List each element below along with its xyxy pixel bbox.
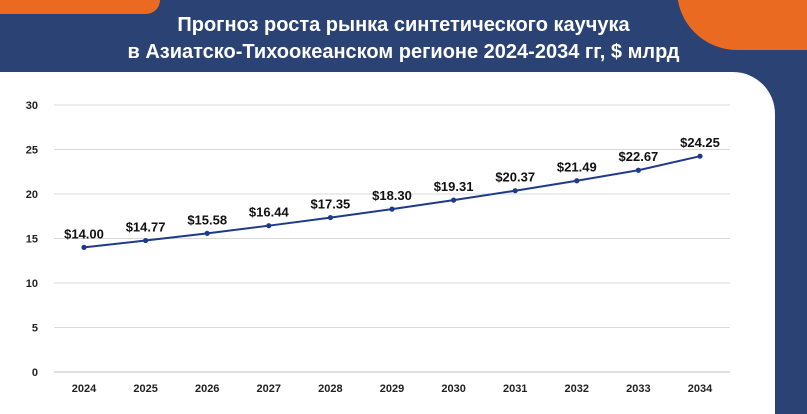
x-tick-label: 2027 bbox=[257, 383, 281, 395]
data-label: $16.44 bbox=[249, 205, 290, 220]
data-label: $24.25 bbox=[680, 135, 720, 150]
y-tick-label: 20 bbox=[26, 189, 38, 201]
data-label: $22.67 bbox=[619, 149, 659, 164]
y-tick-label: 30 bbox=[26, 100, 38, 112]
data-point bbox=[266, 223, 272, 229]
data-label: $18.30 bbox=[372, 188, 412, 203]
chart-title-line-2: в Азиатско-Тихоокеанском регионе 2024-20… bbox=[127, 41, 680, 63]
data-label: $14.77 bbox=[126, 220, 166, 235]
data-point bbox=[327, 214, 333, 221]
data-label: $14.00 bbox=[64, 226, 104, 241]
x-axis-ticks: 2024 2025 2026 2027 2028 2029 2030 2031 2032 2033… bbox=[72, 383, 713, 395]
y-tick-label: 5 bbox=[32, 323, 38, 335]
chart-title: Прогноз роста рынка синтетического каучу… bbox=[0, 12, 807, 66]
y-tick-label: 0 bbox=[32, 367, 38, 379]
x-tick-label: 2033 bbox=[626, 383, 650, 395]
data-label: $15.58 bbox=[187, 212, 227, 227]
data-point bbox=[697, 153, 703, 159]
y-tick-label: 10 bbox=[26, 278, 38, 290]
x-tick-label: 2031 bbox=[503, 383, 527, 395]
x-tick-label: 2030 bbox=[441, 383, 465, 395]
x-tick-label: 2025 bbox=[133, 383, 157, 395]
data-point bbox=[81, 244, 87, 250]
chart-title-line-1: Прогноз роста рынка синтетического каучу… bbox=[177, 14, 630, 36]
data-labels: $14.00 $14.77 $15.58 $16.44 $17.35 $18.30 $19.… bbox=[64, 135, 720, 241]
x-tick-label: 2032 bbox=[565, 383, 589, 395]
data-label: $21.49 bbox=[557, 160, 597, 175]
y-tick-label: 15 bbox=[26, 234, 38, 246]
data-point bbox=[143, 237, 149, 244]
data-point bbox=[451, 197, 457, 203]
x-tick-label: 2029 bbox=[380, 383, 404, 395]
data-point bbox=[512, 188, 518, 194]
y-tick-label: 25 bbox=[26, 145, 38, 157]
data-points bbox=[81, 153, 703, 250]
y-axis-ticks: 0 5 10 15 20 25 30 bbox=[26, 100, 38, 379]
data-point bbox=[389, 206, 395, 212]
data-point bbox=[635, 167, 642, 173]
orange-accent-corner bbox=[0, 0, 160, 14]
x-tick-label: 2028 bbox=[318, 383, 342, 395]
x-tick-label: 2026 bbox=[195, 383, 219, 395]
data-label: $17.35 bbox=[311, 197, 351, 212]
data-point bbox=[574, 178, 580, 184]
data-point bbox=[204, 230, 210, 236]
x-tick-label: 2034 bbox=[688, 383, 713, 395]
grid-lines bbox=[54, 104, 730, 328]
x-tick-label: 2024 bbox=[72, 383, 97, 395]
data-label: $19.31 bbox=[434, 179, 474, 194]
data-label: $20.37 bbox=[495, 170, 535, 185]
